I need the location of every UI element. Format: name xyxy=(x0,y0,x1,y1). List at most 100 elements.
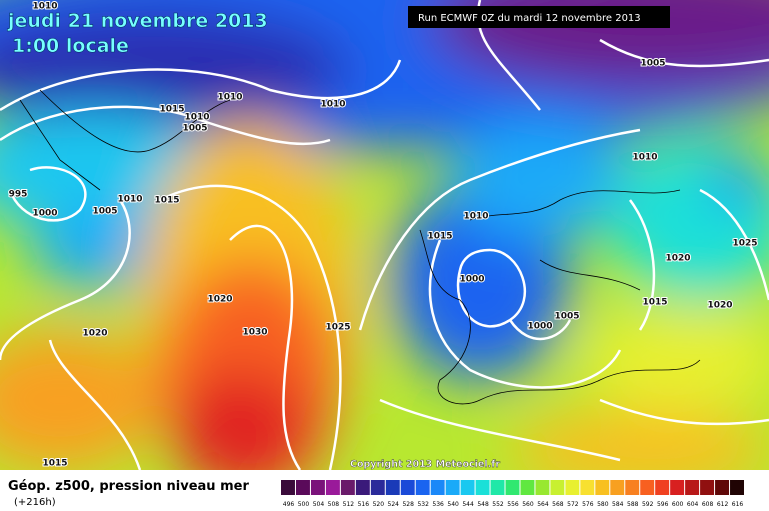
isobar-label: 1020 xyxy=(207,295,232,305)
date: jeudi 21 novembre 2013 xyxy=(7,10,268,32)
scale-swatch xyxy=(490,480,505,495)
color-scale: 496 500 504 508 512 516 520 524 528 532 536 540 544 5… xyxy=(281,480,744,508)
isobar-label: 1020 xyxy=(707,301,732,311)
scale-swatch xyxy=(625,480,640,495)
scale-label: 564 xyxy=(537,501,549,508)
scale-label: 616 xyxy=(732,501,744,508)
isobar-label: 1025 xyxy=(732,239,757,249)
isobar-label: 1020 xyxy=(82,329,107,339)
scale-swatch xyxy=(385,480,400,495)
isobar-label: 1010 xyxy=(320,100,345,110)
scale-label: 588 xyxy=(627,501,639,508)
scale-swatch xyxy=(460,480,475,495)
run-box xyxy=(408,6,670,28)
isobar-label: 1010 xyxy=(117,195,142,205)
scale-label: 548 xyxy=(477,501,489,508)
isobar-label: 1005 xyxy=(92,207,117,217)
scale-label: 592 xyxy=(642,501,654,508)
scale-swatch xyxy=(295,480,310,495)
isobar-label: 995 xyxy=(9,190,28,200)
isobar-lines xyxy=(0,0,769,470)
scale-label: 500 xyxy=(298,501,310,508)
isobar-label: 1010 xyxy=(463,212,488,222)
scale-swatch xyxy=(730,480,744,495)
scale-label: 604 xyxy=(687,501,699,508)
scale-swatch xyxy=(505,480,520,495)
isobar-label: 1015 xyxy=(427,232,452,242)
isobar-label: 1025 xyxy=(325,323,350,333)
scale-label: 552 xyxy=(492,501,504,508)
scale-swatch xyxy=(535,480,550,495)
scale-label: 520 xyxy=(373,501,385,508)
run-info: Run ECMWF 0Z du mardi 12 novembre 2013 xyxy=(418,13,641,24)
isobar-label: 1015 xyxy=(159,105,184,115)
scale-swatch xyxy=(670,480,685,495)
isobar-label: 1030 xyxy=(242,328,267,338)
scale-swatch xyxy=(340,480,355,495)
scale-label: 504 xyxy=(313,501,325,508)
isobar-label: 1005 xyxy=(554,312,579,322)
scale-label: 512 xyxy=(343,501,355,508)
scale-swatch xyxy=(565,480,580,495)
scale-swatch xyxy=(520,480,535,495)
scale-swatch xyxy=(580,480,595,495)
isobar-label: 1005 xyxy=(182,124,207,134)
scale-label: 612 xyxy=(717,501,729,508)
scale-label: 584 xyxy=(612,501,624,508)
isobar-label: 1015 xyxy=(154,196,179,206)
field-name: Géop. z500, pression niveau mer xyxy=(8,479,249,494)
isobar-label: 1015 xyxy=(42,459,67,469)
scale-label: 600 xyxy=(672,501,684,508)
scale-swatch xyxy=(655,480,670,495)
scale-label: 536 xyxy=(432,501,444,508)
scale-swatch xyxy=(281,480,295,495)
isobar-label: 1010 xyxy=(217,93,242,103)
scale-swatch xyxy=(700,480,715,495)
isobar-label: 1010 xyxy=(632,153,657,163)
scale-label: 560 xyxy=(522,501,534,508)
isobar-label: 1000 xyxy=(527,322,552,332)
copyright: Copyright 2013 Meteociel.fr xyxy=(350,459,500,470)
scale-label: 580 xyxy=(597,501,609,508)
coastlines xyxy=(19,89,701,405)
scale-label: 544 xyxy=(462,501,474,508)
scale-swatch xyxy=(415,480,430,495)
isobar-label: 1010 xyxy=(32,2,57,12)
scale-label: 556 xyxy=(507,501,519,508)
isobar-label: 1005 xyxy=(640,59,665,69)
scale-label: 524 xyxy=(388,501,400,508)
scale-swatch xyxy=(400,480,415,495)
scale-swatch xyxy=(715,480,730,495)
field xyxy=(0,0,769,470)
scale-swatch xyxy=(550,480,565,495)
scale-swatch xyxy=(610,480,625,495)
scale-swatch xyxy=(445,480,460,495)
scale-label: 608 xyxy=(702,501,714,508)
isobar-label: 1015 xyxy=(642,298,667,308)
scale-label: 516 xyxy=(358,501,370,508)
scale-label: 528 xyxy=(402,501,414,508)
scale-swatch xyxy=(370,480,385,495)
scale-swatch xyxy=(595,480,610,495)
scale-label: 508 xyxy=(328,501,340,508)
scale-swatch xyxy=(640,480,655,495)
scale-label: 540 xyxy=(447,501,459,508)
isobar-label: 1000 xyxy=(459,275,484,285)
lead-time: (+216h) xyxy=(14,497,56,508)
scale-label: 576 xyxy=(582,501,594,508)
scale-label: 496 xyxy=(283,501,295,508)
scale-label: 568 xyxy=(552,501,564,508)
isobar-label: 1000 xyxy=(32,209,57,219)
scale-label: 596 xyxy=(657,501,669,508)
isobar-label: 1020 xyxy=(665,254,690,264)
local-time: 1:00 locale xyxy=(12,35,129,57)
scale-swatch xyxy=(475,480,490,495)
scale-swatch xyxy=(355,480,370,495)
isobar-label: 1010 xyxy=(184,113,209,123)
scale-swatch xyxy=(310,480,325,495)
scale-swatch xyxy=(685,480,700,495)
scale-swatch xyxy=(325,480,340,495)
